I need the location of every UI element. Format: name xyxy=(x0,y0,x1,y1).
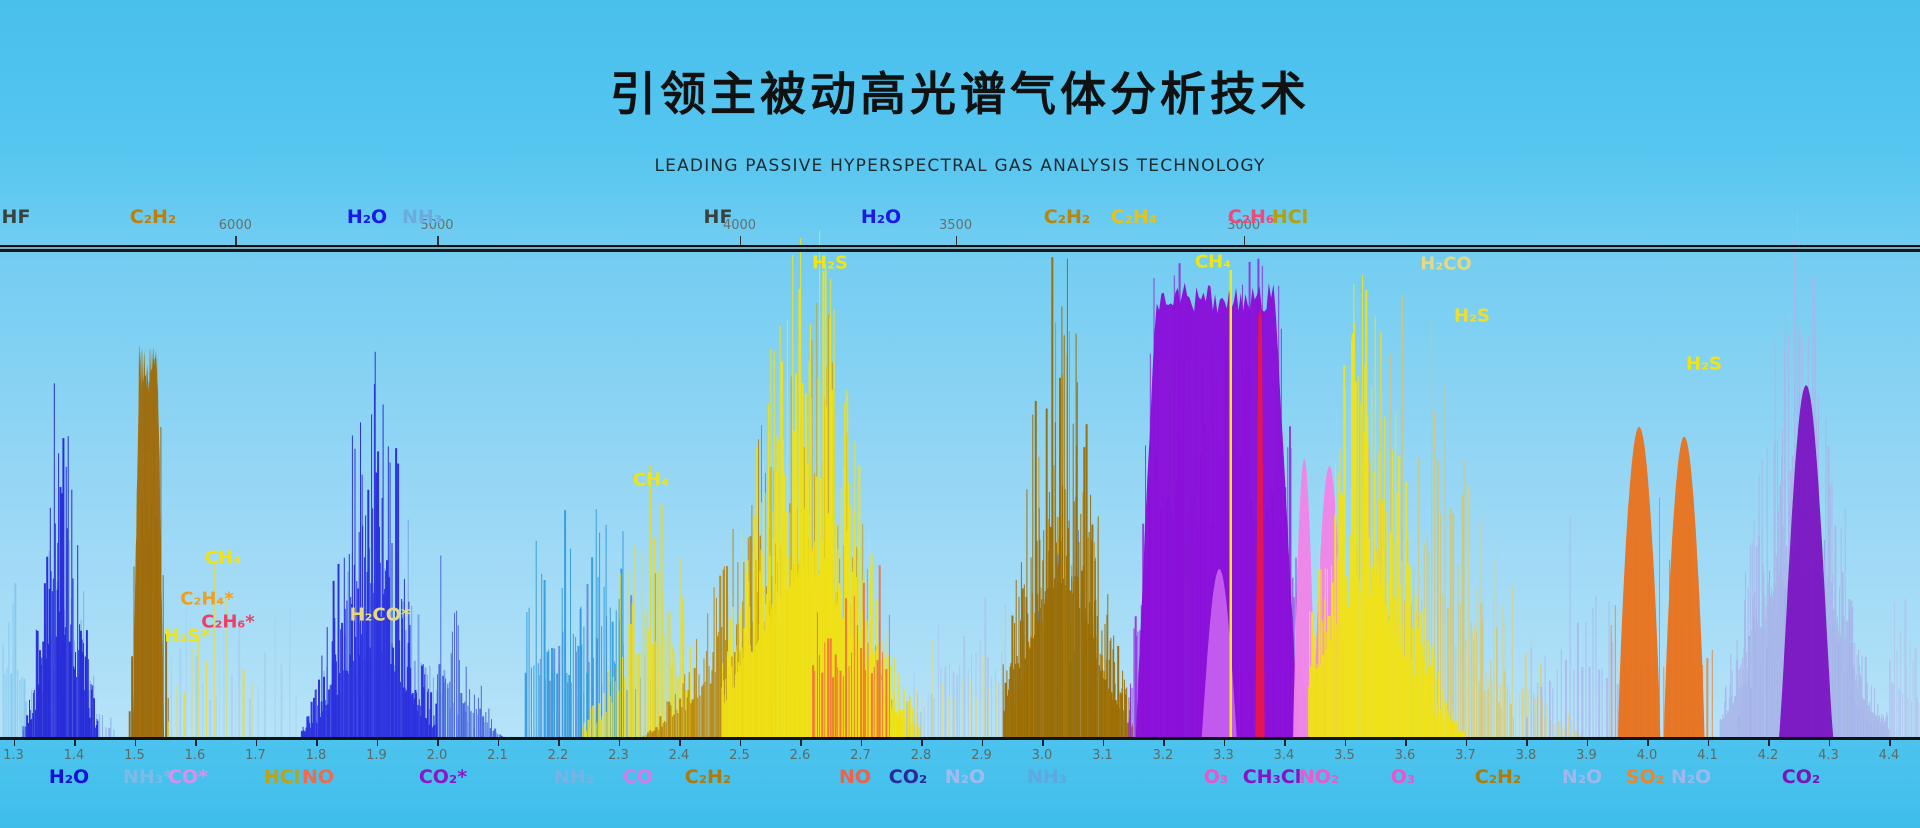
page-title: 引领主被动高光谱气体分析技术 xyxy=(610,67,1310,121)
band-h2o-19 xyxy=(300,351,438,738)
top-axis-line-gap xyxy=(0,247,1920,249)
band-yellow-26 xyxy=(721,230,922,738)
band-edge-left xyxy=(2,583,26,738)
band-violet-mound xyxy=(1201,569,1237,738)
spectral-line-highlight xyxy=(1229,270,1232,738)
band-h2o-14 xyxy=(22,383,99,738)
band-khaki-375 xyxy=(1465,486,1582,738)
band-crimson-line xyxy=(1255,307,1265,738)
band-c2h6-152-solid xyxy=(132,346,165,738)
band-yellow-35 xyxy=(1308,274,1466,738)
band-co2-purple-solid xyxy=(1778,385,1834,738)
bottom-axis-line xyxy=(0,737,1920,740)
page-subtitle: LEADING PASSIVE HYPERSPECTRAL GAS ANALYS… xyxy=(654,156,1266,176)
band-azure-22 xyxy=(524,509,624,738)
top-axis-line xyxy=(0,245,1920,247)
band-no-27 xyxy=(812,565,890,738)
band-tail-445 xyxy=(1889,599,1920,738)
band-co2-205 xyxy=(437,555,503,738)
band-yellow-163 xyxy=(167,561,253,738)
band-brown-30 xyxy=(1002,257,1134,738)
band-orange-mound-2 xyxy=(1663,436,1705,738)
top-axis-line-2 xyxy=(0,249,1920,252)
band-orange-mound-1 xyxy=(1618,426,1661,738)
band-pale-165 xyxy=(170,607,297,738)
